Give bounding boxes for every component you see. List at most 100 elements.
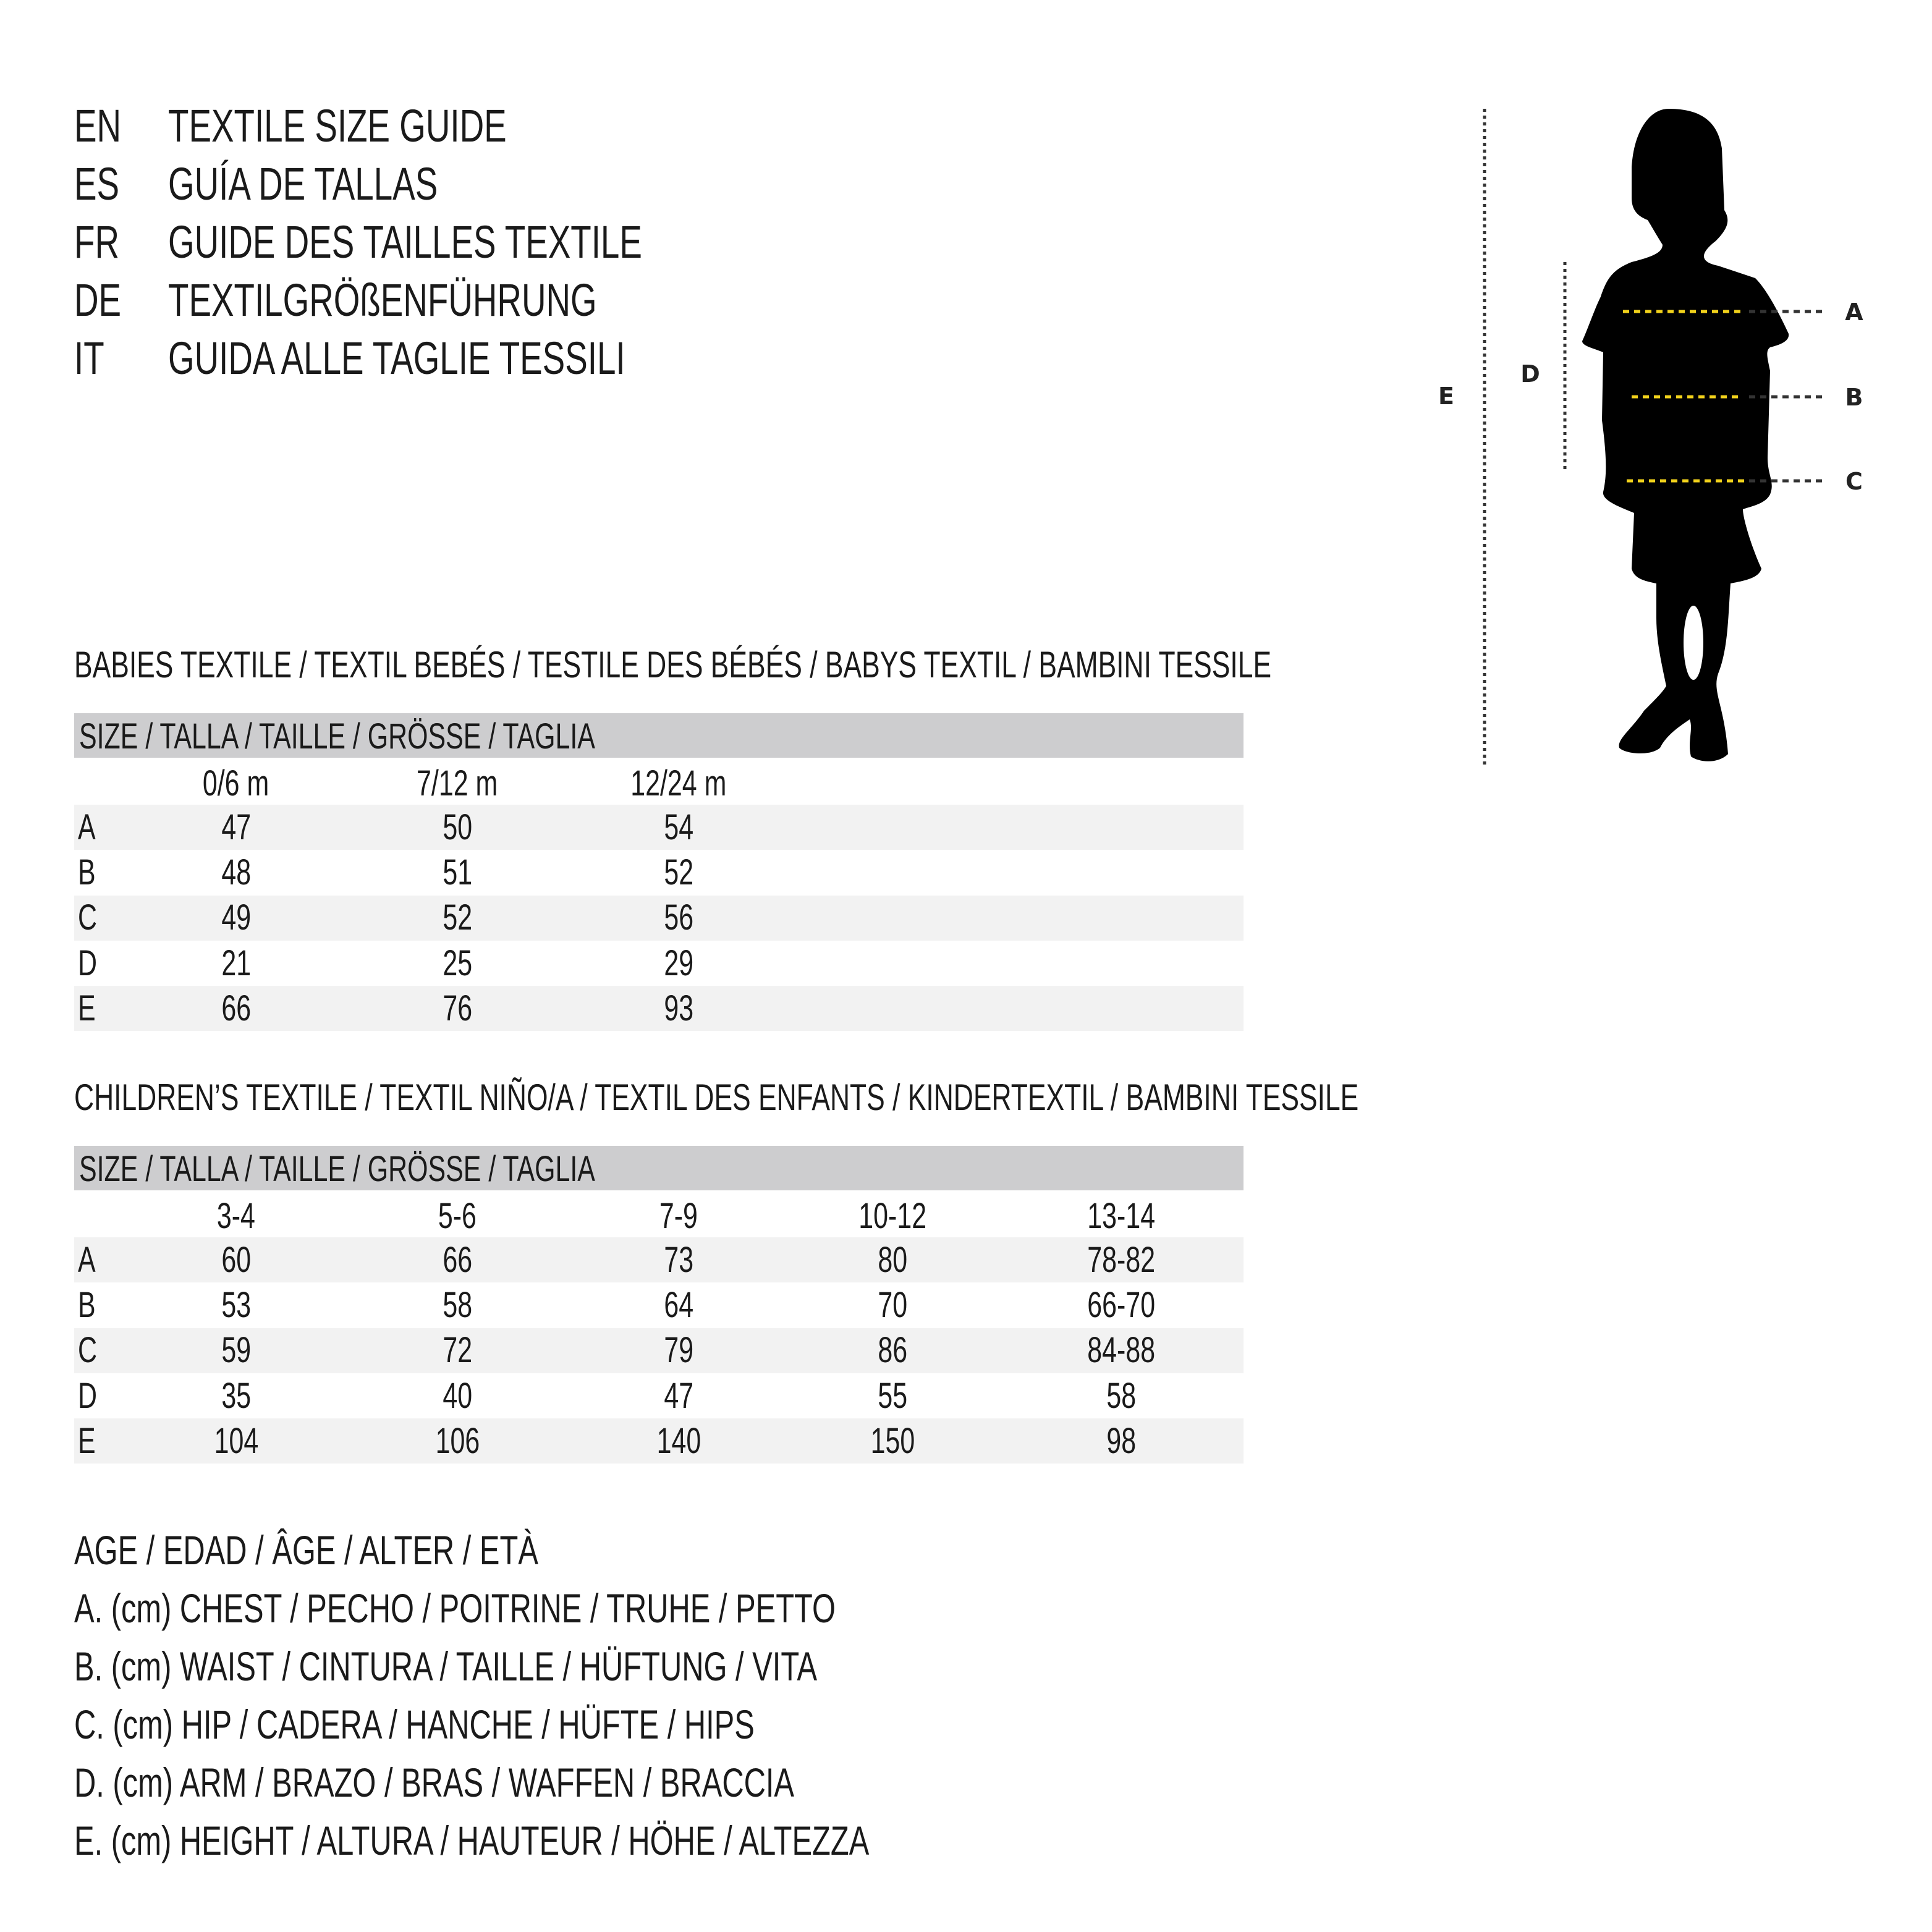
babies-cell: 21 bbox=[51, 945, 422, 981]
babies-cell: 54 bbox=[493, 809, 864, 845]
children-cell: 140 bbox=[493, 1423, 864, 1459]
babies-cell: 51 bbox=[272, 854, 643, 891]
babies-cell-text: 66 bbox=[221, 988, 251, 1028]
children-column-header: 13-14 bbox=[936, 1198, 1307, 1234]
children-size-header-bar bbox=[74, 1146, 1244, 1190]
children-table-row bbox=[74, 1237, 1244, 1283]
legend-item-text: A. (cm) CHEST / PECHO / POITRINE / TRUHE… bbox=[74, 1585, 836, 1631]
babies-table-row bbox=[74, 895, 1244, 941]
children-cell-text: 66 bbox=[443, 1239, 472, 1280]
child-silhouette-icon bbox=[1582, 109, 1789, 761]
babies-cell: 52 bbox=[272, 900, 643, 936]
children-cell: 40 bbox=[272, 1378, 643, 1414]
babies-cell-text: 29 bbox=[664, 943, 693, 983]
babies-column-header-text: 7/12 m bbox=[417, 763, 498, 803]
children-column-header: 3-4 bbox=[51, 1198, 422, 1234]
babies-column-header: 0/6 m bbox=[51, 766, 422, 802]
babies-row-label: E bbox=[78, 988, 102, 1028]
language-code: ES bbox=[74, 161, 135, 207]
language-code: EN bbox=[74, 103, 138, 149]
children-row-label-text: C bbox=[78, 1330, 97, 1371]
children-section-title-text: CHILDREN’S TEXTILE / TEXTIL NIÑO/A / TEX… bbox=[74, 1077, 1359, 1118]
babies-row-label-text: C bbox=[78, 897, 97, 938]
babies-cell: 29 bbox=[493, 943, 864, 983]
children-cell: 55 bbox=[707, 1378, 1078, 1414]
babies-size-header: SIZE / TALLA / TAILLE / GRÖSSE / TAGLIA bbox=[79, 719, 776, 755]
children-cell: 66 bbox=[272, 1242, 643, 1278]
guide-title-text: GUIDE DES TAILLES TEXTILE bbox=[168, 216, 642, 268]
label-e: E bbox=[1438, 383, 1454, 410]
babies-cell: 56 bbox=[493, 900, 864, 936]
babies-cell-text: 48 bbox=[221, 852, 251, 892]
babies-row-label-text: E bbox=[78, 988, 96, 1028]
children-column-header-text: 7-9 bbox=[659, 1196, 698, 1236]
legend-item-text: B. (cm) WAIST / CINTURA / TAILLE / HÜFTU… bbox=[74, 1643, 818, 1689]
children-cell-text: 98 bbox=[1106, 1420, 1136, 1461]
babies-row-label: A bbox=[78, 807, 102, 847]
children-cell-text: 106 bbox=[435, 1420, 480, 1461]
children-cell-text: 66-70 bbox=[1087, 1284, 1155, 1325]
children-cell-text: 104 bbox=[214, 1420, 258, 1461]
legend-item: B. (cm) WAIST / CINTURA / TAILLE / HÜFTU… bbox=[74, 1646, 1078, 1687]
babies-cell-text: 50 bbox=[443, 807, 472, 847]
children-size-header: SIZE / TALLA / TAILLE / GRÖSSE / TAGLIA bbox=[79, 1151, 776, 1187]
children-cell-text: 72 bbox=[443, 1330, 472, 1371]
babies-cell-text: 49 bbox=[221, 897, 251, 938]
children-cell: 79 bbox=[493, 1332, 864, 1368]
babies-cell: 93 bbox=[493, 988, 864, 1028]
babies-row-label: D bbox=[78, 943, 104, 983]
children-column-header-text: 10-12 bbox=[858, 1196, 926, 1236]
children-cell-text: 84-88 bbox=[1087, 1330, 1155, 1371]
language-code: DE bbox=[74, 278, 138, 323]
babies-row-label-text: D bbox=[78, 943, 97, 983]
language-code-text: DE bbox=[74, 274, 122, 326]
babies-cell: 76 bbox=[272, 988, 643, 1028]
babies-cell: 50 bbox=[272, 807, 643, 847]
children-section-title: CHILDREN’S TEXTILE / TEXTIL NIÑO/A / TEX… bbox=[74, 1079, 1810, 1116]
children-table-row bbox=[74, 1418, 1244, 1464]
children-cell: 104 bbox=[51, 1423, 422, 1459]
guide-title: TEXTILGRÖßENFÜHRUNG bbox=[168, 278, 747, 323]
babies-cell-text: 93 bbox=[664, 988, 693, 1028]
children-size-header-text: SIZE / TALLA / TAILLE / GRÖSSE / TAGLIA bbox=[79, 1149, 595, 1189]
children-cell-text: 78-82 bbox=[1087, 1239, 1155, 1280]
label-b: B bbox=[1845, 384, 1863, 411]
children-cell: 73 bbox=[493, 1242, 864, 1278]
babies-section-title: BABIES TEXTILE / TEXTIL BEBÉS / TESTILE … bbox=[74, 646, 1692, 684]
children-cell-text: 55 bbox=[878, 1375, 907, 1416]
children-cell-text: 150 bbox=[870, 1420, 915, 1461]
legend-item-text: AGE / EDAD / ÂGE / ALTER / ETÀ bbox=[74, 1527, 538, 1573]
children-row-label-text: B bbox=[78, 1284, 96, 1325]
children-cell: 72 bbox=[272, 1332, 643, 1368]
children-cell: 60 bbox=[51, 1242, 422, 1278]
children-cell-text: 140 bbox=[656, 1420, 701, 1461]
children-cell: 64 bbox=[493, 1287, 864, 1323]
babies-row-label: C bbox=[78, 900, 104, 936]
babies-cell: 48 bbox=[51, 852, 422, 892]
children-row-label-text: D bbox=[78, 1375, 97, 1416]
children-row-label: D bbox=[78, 1378, 104, 1414]
children-column-header-text: 3-4 bbox=[216, 1196, 256, 1236]
children-cell-text: 59 bbox=[221, 1330, 251, 1371]
legend-item: AGE / EDAD / ÂGE / ALTER / ETÀ bbox=[74, 1530, 701, 1570]
children-cell-text: 73 bbox=[664, 1239, 693, 1280]
legend-item: A. (cm) CHEST / PECHO / POITRINE / TRUHE… bbox=[74, 1588, 1103, 1629]
legend-item-text: D. (cm) ARM / BRAZO / BRAS / WAFFEN / BR… bbox=[74, 1760, 795, 1805]
babies-size-header-bar bbox=[74, 713, 1244, 758]
babies-row-label-text: A bbox=[78, 807, 96, 847]
children-cell-text: 60 bbox=[221, 1239, 251, 1280]
babies-cell: 52 bbox=[493, 852, 864, 892]
babies-cell-text: 52 bbox=[443, 897, 472, 938]
legend-item: D. (cm) ARM / BRAZO / BRAS / WAFFEN / BR… bbox=[74, 1762, 1047, 1803]
babies-column-header-text: 12/24 m bbox=[630, 763, 727, 803]
guide-title-text: GUÍA DE TALLAS bbox=[168, 158, 438, 210]
guide-title-text: TEXTILE SIZE GUIDE bbox=[168, 100, 507, 151]
children-cell-text: 70 bbox=[878, 1284, 907, 1325]
children-row-label: A bbox=[78, 1242, 102, 1278]
language-code-text: ES bbox=[74, 158, 120, 210]
babies-row-label: B bbox=[78, 854, 102, 891]
babies-cell-text: 52 bbox=[664, 852, 693, 892]
children-cell: 35 bbox=[51, 1378, 422, 1414]
babies-cell-text: 76 bbox=[443, 988, 472, 1028]
